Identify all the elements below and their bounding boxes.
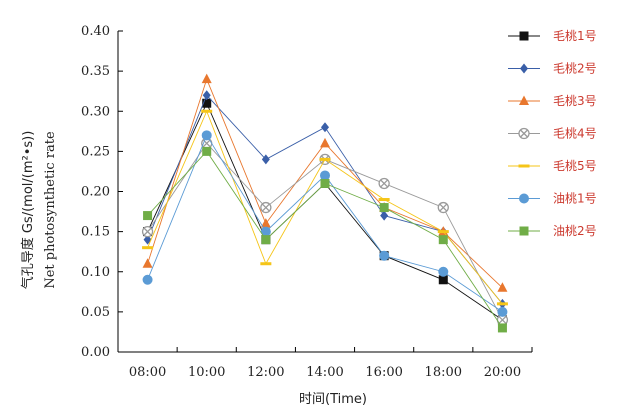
y-tick-label: 0.05	[81, 305, 110, 320]
legend-item: 毛桃3号	[508, 93, 597, 108]
data-point	[496, 302, 508, 306]
data-point	[260, 218, 271, 228]
data-point	[497, 282, 508, 292]
legend-item: 毛桃1号	[508, 28, 597, 43]
data-point	[261, 154, 270, 165]
data-point	[143, 211, 153, 221]
data-point	[320, 178, 330, 188]
data-point	[202, 146, 212, 156]
data-point	[378, 198, 390, 202]
legend-label: 毛桃3号	[553, 93, 597, 108]
x-tick-label: 12:00	[247, 365, 284, 380]
data-point	[320, 170, 330, 181]
legend-item: 油桃1号	[508, 191, 597, 206]
y-tick-label: 0.20	[81, 185, 110, 200]
data-point	[437, 230, 449, 234]
data-point	[142, 246, 154, 250]
series-layer	[141, 73, 509, 333]
data-point	[201, 130, 212, 141]
data-point	[320, 137, 330, 148]
x-tick-label: 10:00	[188, 365, 225, 380]
legend-item: 油桃2号	[508, 223, 597, 238]
y-tick-label: 0.35	[81, 64, 110, 79]
data-point	[379, 203, 389, 213]
axes: 0.00 0.05 0.10 0.15 0.20 0.25 0.30 0.35 0.40 08:0…	[81, 24, 533, 380]
data-point	[321, 122, 329, 133]
data-point	[378, 177, 390, 190]
data-point	[202, 98, 212, 108]
legend-item: 毛桃2号	[508, 61, 597, 76]
legend-label: 毛桃2号	[553, 61, 597, 76]
x-tick-label: 20:00	[484, 365, 521, 380]
legend-marker	[519, 193, 529, 204]
series-6	[142, 130, 508, 317]
x-axis-label: 时间(Time)	[299, 392, 367, 407]
y-tick-label: 0.40	[81, 24, 110, 39]
legend-marker	[519, 226, 529, 236]
y-tick-label: 0.25	[81, 144, 110, 159]
data-point	[201, 73, 212, 84]
legend-label: 油桃1号	[553, 191, 597, 206]
data-point	[437, 201, 449, 214]
y-tick-label: 0.15	[81, 225, 110, 240]
legend-item: 毛桃4号	[508, 126, 597, 141]
data-point	[438, 266, 449, 277]
data-point	[438, 235, 448, 245]
data-point	[201, 109, 213, 113]
x-tick-label: 08:00	[129, 365, 166, 380]
series-line	[147, 102, 503, 321]
legend-label: 油桃2号	[553, 223, 597, 238]
y-tick-label: 0.30	[81, 104, 110, 119]
legend-marker	[518, 164, 530, 168]
y-tick-label: 0.00	[81, 345, 110, 360]
legend-marker	[519, 95, 529, 105]
data-point	[380, 210, 389, 221]
y-axis-label-en: Net photosynthetic rate	[43, 131, 58, 289]
legend-label: 毛桃4号	[553, 126, 597, 141]
series-4	[141, 137, 509, 326]
legend-label: 毛桃1号	[553, 28, 597, 43]
legend-item: 毛桃5号	[508, 158, 597, 173]
series-5	[142, 109, 508, 306]
series-line	[147, 142, 503, 321]
data-point	[319, 157, 331, 161]
series-7	[143, 146, 507, 333]
y-tick-label: 0.10	[81, 265, 110, 280]
data-point	[261, 235, 271, 245]
data-point	[379, 250, 390, 261]
data-point	[142, 274, 153, 285]
legend-marker	[519, 31, 529, 41]
data-point	[497, 306, 508, 317]
data-point	[497, 323, 507, 333]
legend-marker	[518, 127, 530, 140]
x-tick-label: 18:00	[425, 365, 462, 380]
legend-marker	[520, 63, 528, 74]
x-tick-label: 14:00	[306, 365, 343, 380]
x-tick-label: 16:00	[365, 365, 402, 380]
data-point	[260, 226, 271, 237]
data-point	[141, 225, 154, 238]
data-point	[438, 275, 448, 285]
data-point	[142, 258, 153, 268]
legend-label: 毛桃5号	[553, 158, 597, 173]
data-point	[202, 90, 211, 101]
data-point	[260, 262, 272, 266]
y-axis-label-cn: 气孔导度 Gs/(mol/(m²•s))	[20, 131, 36, 290]
data-point	[260, 201, 272, 214]
